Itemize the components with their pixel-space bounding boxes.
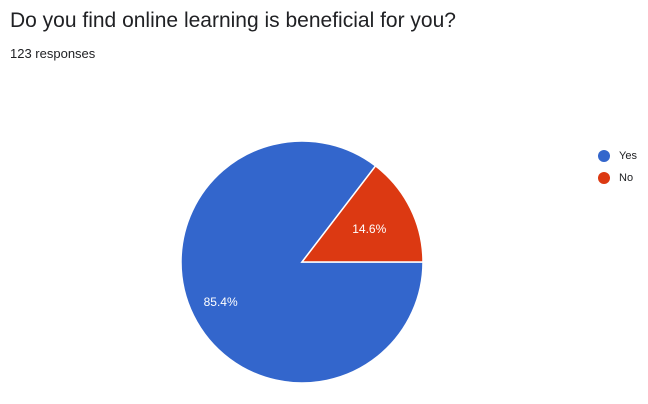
legend-swatch-no <box>598 172 610 184</box>
legend-label-yes: Yes <box>619 150 637 162</box>
legend-swatch-yes <box>598 150 610 162</box>
legend-item-no[interactable]: No <box>598 168 637 188</box>
chart-legend: Yes No <box>598 146 637 190</box>
response-count: 123 responses <box>10 46 96 61</box>
pie-data-label-yes: 85.4% <box>204 295 238 309</box>
legend-item-yes[interactable]: Yes <box>598 146 637 166</box>
pie-data-label-no: 14.6% <box>352 222 386 236</box>
pie-slice-no[interactable] <box>300 164 424 263</box>
legend-label-no: No <box>619 172 634 184</box>
question-title: Do you find online learning is beneficia… <box>10 9 456 32</box>
